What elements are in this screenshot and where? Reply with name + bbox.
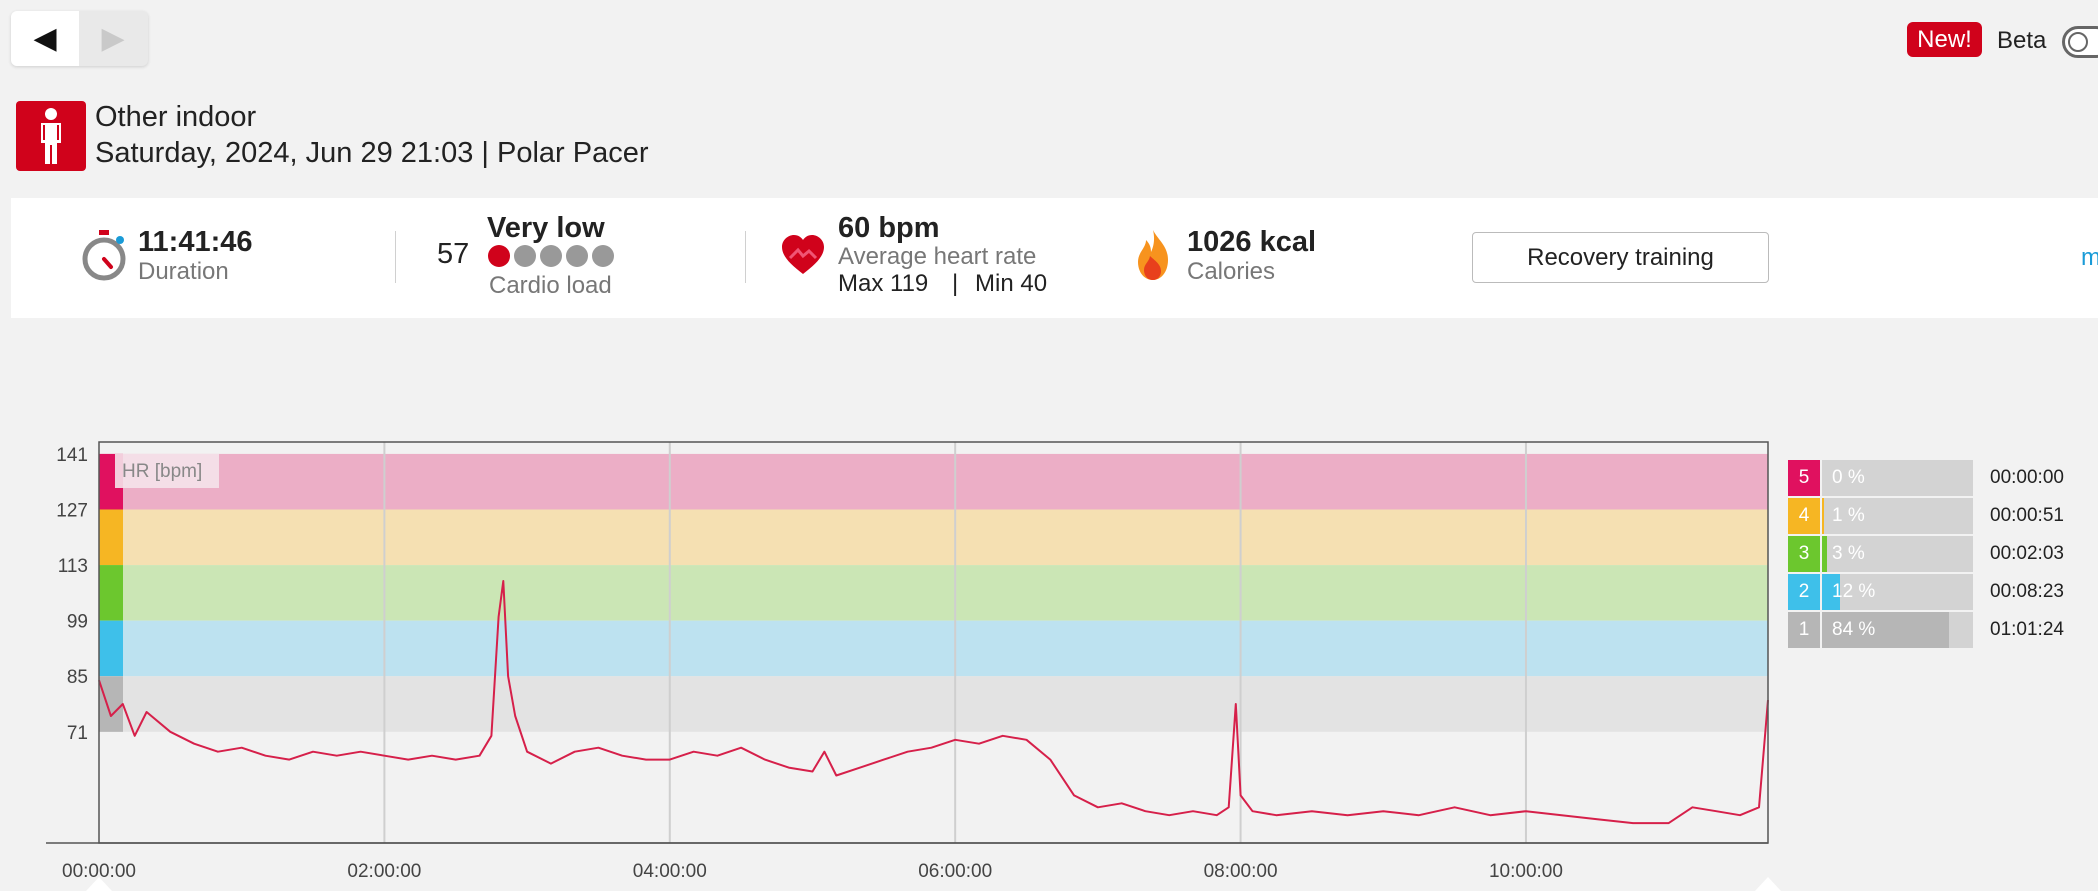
- zone-percent-bar: 12 %: [1822, 574, 1973, 610]
- divider: [395, 231, 396, 283]
- zone-band-4: [99, 509, 1768, 566]
- cardio-load-value: 57: [437, 238, 470, 270]
- zone-marker-4: [99, 509, 123, 566]
- summary-bar: 11:41:46 Duration 57 Very low Cardio loa…: [11, 198, 2098, 318]
- hr-series-line: [98, 580, 1769, 825]
- zone-percent-bar: 1 %: [1822, 498, 1973, 534]
- calories-value: 1026 kcal: [1187, 226, 1317, 258]
- chart-title-bg: [115, 454, 219, 488]
- person-standing-icon: [16, 101, 86, 171]
- next-session-button[interactable]: ▶: [79, 11, 147, 66]
- zone-number: 3: [1788, 536, 1820, 572]
- zone-percent-label: 84 %: [1832, 619, 1876, 640]
- zone-time: 01:01:24: [1990, 619, 2064, 640]
- zone-marker-3: [99, 565, 123, 621]
- arrow-right-icon: ▶: [101, 22, 125, 55]
- zone-time: 00:02:03: [1990, 543, 2064, 564]
- range-handle-left: [86, 877, 112, 891]
- max-hr: Max 119: [838, 270, 929, 297]
- zone-band-5: [99, 453, 1768, 510]
- zone-time: 00:00:00: [1990, 467, 2064, 488]
- beta-toggle[interactable]: [2062, 26, 2098, 58]
- zone-band-2: [99, 620, 1768, 677]
- zone-number: 2: [1788, 574, 1820, 610]
- stopwatch-icon: [80, 228, 128, 287]
- range-handle-right: [1755, 877, 1781, 891]
- avg-hr-value: 60 bpm: [838, 212, 940, 244]
- x-tick-label: 00:00:00: [62, 861, 136, 882]
- y-tick-label: 71: [67, 723, 88, 744]
- y-tick-label: 113: [58, 556, 88, 577]
- hr-separator: |: [952, 270, 959, 297]
- cardio-dot-empty: [592, 245, 614, 267]
- zone-percent-bar: 0 %: [1822, 460, 1973, 496]
- zone-percent-label: 12 %: [1832, 581, 1876, 602]
- x-tick-label: 02:00:00: [347, 861, 421, 882]
- zone-percent-bar: 3 %: [1822, 536, 1973, 572]
- zone-number: 5: [1788, 460, 1820, 496]
- cardio-load-label: Cardio load: [489, 272, 612, 299]
- calories-label: Calories: [1187, 258, 1276, 285]
- zone-row-5: 5 0 %: [1788, 460, 1974, 496]
- avg-hr-label: Average heart rate: [838, 243, 1037, 270]
- previous-session-button[interactable]: ◀: [11, 11, 79, 66]
- cardio-dot-empty: [540, 245, 562, 267]
- sport-name: Other indoor: [95, 101, 257, 133]
- more-link[interactable]: more: [2081, 244, 2098, 271]
- zone-row-4: 4 1 %: [1788, 498, 1974, 534]
- zone-number: 1: [1788, 612, 1820, 648]
- session-date-device: Saturday, 2024, Jun 29 21:03 | Polar Pac…: [95, 137, 649, 169]
- zone-percent-label: 3 %: [1832, 543, 1865, 564]
- zone-marker-1: [99, 676, 123, 732]
- x-tick-label: 08:00:00: [1204, 861, 1278, 882]
- zone-row-2: 2 12 %: [1788, 574, 1974, 610]
- duration-value: 11:41:46: [138, 226, 253, 258]
- x-tick-label: 10:00:00: [1489, 861, 1563, 882]
- zone-time: 00:00:51: [1990, 505, 2064, 526]
- x-tick-label: 06:00:00: [918, 861, 992, 882]
- zone-percent-label: 1 %: [1832, 505, 1865, 526]
- zone-percent-bar: 84 %: [1822, 612, 1973, 648]
- training-benefit-button[interactable]: Recovery training: [1472, 232, 1769, 283]
- y-tick-label: 85: [67, 667, 88, 688]
- cardio-dot-filled: [488, 245, 510, 267]
- zone-row-3: 3 3 %: [1788, 536, 1974, 572]
- toggle-knob: [2068, 32, 2088, 52]
- duration-label: Duration: [138, 258, 229, 285]
- min-hr: Min 40: [975, 270, 1048, 297]
- cardio-dot-empty: [566, 245, 588, 267]
- beta-label: Beta: [1997, 27, 2047, 54]
- zone-number: 4: [1788, 498, 1820, 534]
- zone-percent-fill: [1822, 612, 1949, 648]
- zone-row-1: 1 84 %: [1788, 612, 1974, 648]
- new-badge: New!: [1907, 22, 1982, 57]
- zone-band-3: [99, 565, 1768, 621]
- y-tick-label: 127: [56, 500, 88, 521]
- zone-percent-fill: [1822, 574, 1841, 610]
- chart-title: HR [bpm]: [122, 461, 202, 482]
- x-tick-label: 04:00:00: [633, 861, 707, 882]
- zone-percent-label: 0 %: [1832, 467, 1865, 488]
- cardio-load-level: Very low: [487, 212, 605, 244]
- zone-percent-fill: [1822, 536, 1827, 572]
- divider: [745, 231, 746, 283]
- zone-time: 00:08:23: [1990, 581, 2064, 602]
- arrow-left-icon: ◀: [33, 22, 57, 55]
- cardio-dot-empty: [514, 245, 536, 267]
- zone-band-1: [99, 676, 1768, 732]
- zone-marker-2: [99, 620, 123, 677]
- flame-icon: [1134, 228, 1172, 287]
- heart-icon: [780, 234, 826, 281]
- y-tick-label: 141: [56, 445, 88, 466]
- hr-chart: 00:00:00 02:00:00 04:00:00 06:00:00 08:00:00…: [46, 441, 1781, 891]
- hr-chart-area: 00:00:00 02:00:00 04:00:00 06:00:00 08:00:00…: [0, 430, 2098, 891]
- y-tick-label: 99: [67, 612, 88, 633]
- zone-percent-fill: [1822, 498, 1824, 534]
- history-nav: ◀ ▶: [11, 11, 148, 66]
